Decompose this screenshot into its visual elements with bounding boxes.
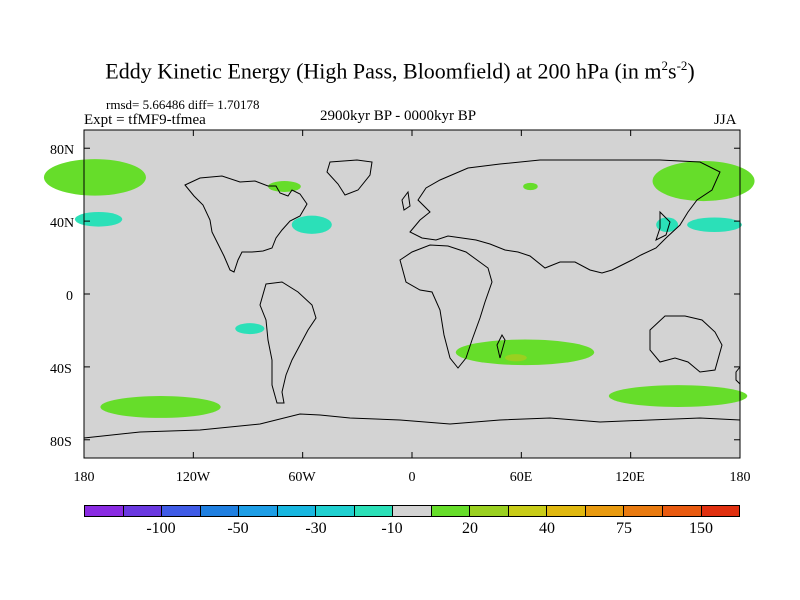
x-tick-label: 120E: [615, 470, 645, 485]
y-tick-label: 40S: [50, 362, 72, 377]
colorbar-label: 20: [462, 520, 478, 537]
anomaly-region-caspian: [523, 182, 538, 191]
anomaly-region-se-pacific: [235, 323, 265, 335]
colorbar-segment: [662, 506, 702, 516]
colorbar-label: -30: [305, 520, 327, 537]
coast-madagascar: [496, 333, 506, 359]
anomaly-regions: [43, 159, 755, 418]
coast-south-america: [259, 281, 317, 404]
axis-ticks: [83, 130, 741, 458]
y-tick-label: 80N: [50, 143, 75, 158]
anomaly-region-n-pacific-east: [652, 160, 755, 202]
x-tick-label: 180: [73, 470, 95, 485]
colorbar-label: -10: [381, 520, 403, 537]
stats-label: rmsd= 5.66486 diff= 1.70178: [106, 97, 260, 112]
colorbar-segment: [277, 506, 317, 516]
colorbar-label: -50: [227, 520, 249, 537]
colorbar-segment: [85, 506, 124, 516]
colorbar-label: 40: [539, 520, 555, 537]
coast-africa: [399, 244, 493, 369]
colorbar-segment: [624, 506, 663, 516]
y-tick-label: 40N: [50, 216, 75, 231]
anomaly-region-n-pacific-west: [43, 159, 146, 196]
colorbar-segment: [470, 506, 509, 516]
map-title: Eddy Kinetic Energy (High Pass, Bloomfie…: [105, 58, 695, 84]
colorbar-segment: [701, 506, 740, 516]
colorbar-segment: [508, 506, 548, 516]
x-tick-label: 0: [408, 470, 416, 485]
season-label: JJA: [714, 112, 737, 128]
x-tick-label: 180: [729, 470, 751, 485]
colorbar-segment: [239, 506, 278, 516]
colorbar: [84, 505, 740, 517]
y-tick-label: 0: [66, 289, 73, 304]
coastlines: [83, 159, 741, 439]
anomaly-region-nw-pacific-west: [74, 212, 123, 227]
coast-australia: [649, 315, 723, 373]
anomaly-region-s-pacific: [100, 396, 221, 418]
colorbar-segment: [162, 506, 201, 516]
colorbar-label: 150: [689, 520, 713, 537]
colorbar-segment: [431, 506, 471, 516]
colorbar-segment: [547, 506, 586, 516]
anomaly-region-s-australia: [608, 385, 748, 407]
period-label: 2900kyr BP - 0000kyr BP: [320, 108, 477, 124]
colorbar-segment: [354, 506, 394, 516]
colorbar-label: 75: [616, 520, 632, 537]
colorbar-segment: [393, 506, 432, 516]
colorbar-segment: [585, 506, 625, 516]
colorbar-segment: [123, 506, 163, 516]
anomaly-region-japan: [656, 217, 679, 233]
anomaly-region-s-indian: [455, 339, 595, 366]
x-tick-label: 60W: [288, 470, 316, 485]
x-tick-label: 60E: [509, 470, 533, 485]
coast-eurasia: [409, 159, 721, 274]
coast-antarctica: [83, 413, 741, 439]
coast-japan: [655, 210, 671, 241]
anomaly-region-nw-pacific-east: [687, 217, 742, 233]
anomaly-region-hudson-bay: [268, 181, 301, 192]
experiment-label: Expt = tfMF9-tfmea: [84, 112, 206, 128]
anomaly-region-n-atlantic: [291, 215, 332, 234]
coast-uk: [401, 190, 411, 211]
anomaly-region-s-indian-core: [504, 354, 527, 362]
y-tick-label: 80S: [50, 435, 72, 450]
x-tick-label: 120W: [175, 470, 211, 485]
coast-north-america: [184, 175, 308, 273]
coast-greenland: [326, 159, 373, 196]
colorbar-segment: [316, 506, 355, 516]
colorbar-segment: [200, 506, 240, 516]
colorbar-label: -100: [146, 520, 176, 537]
